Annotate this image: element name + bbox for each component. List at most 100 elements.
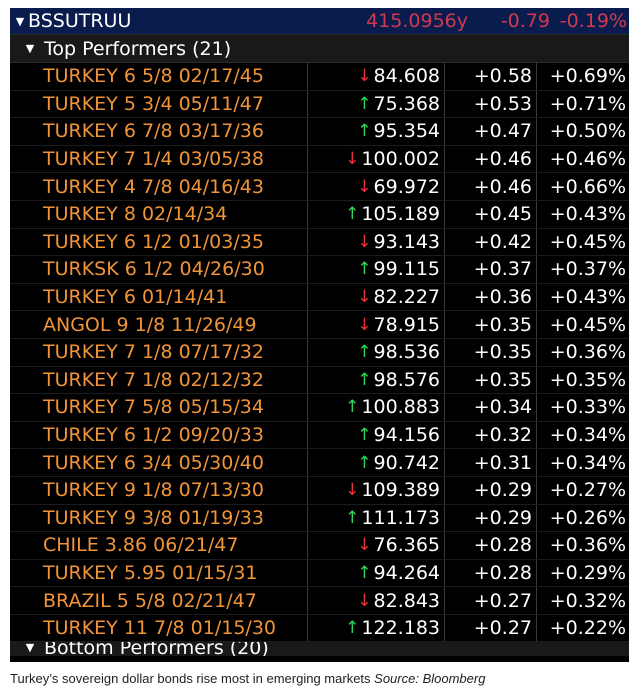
price-value: 78.915 (373, 313, 440, 336)
bond-price: ↑ 100.883 (308, 394, 445, 421)
price-value: 98.576 (373, 368, 440, 391)
bond-pct-change: +0.36% (549, 341, 626, 364)
bond-name: ANGOL 9 1/8 11/26/49 (10, 311, 308, 338)
bond-change: +0.31 (445, 449, 537, 476)
bond-pct-change: +0.27% (549, 479, 626, 502)
arrow-up-icon: ↑ (357, 93, 372, 114)
top-performers-group-header[interactable]: ▼ Top Performers (21) (10, 35, 629, 63)
bond-pct-change: +0.37% (549, 258, 626, 281)
arrow-down-icon: ↓ (357, 287, 372, 308)
table-row[interactable]: TURKEY 6 1/2 09/20/33 ↑ 94.156 +0.32 +0.34% (10, 421, 629, 450)
table-row[interactable]: TURKEY 7 5/8 05/15/34 ↑ 100.883 +0.34 +0.33% (10, 394, 629, 422)
price-value: 98.536 (373, 341, 440, 364)
bond-pct-change: +0.66% (549, 175, 626, 198)
bond-name: TURKEY 7 1/4 03/05/38 (10, 145, 308, 173)
bond-change: +0.36 (445, 283, 537, 311)
bond-pct-change: +0.71% (549, 92, 626, 115)
table-row[interactable]: TURKSK 6 1/2 04/26/30 ↑ 99.115 +0.37 +0.37% (10, 256, 629, 284)
bottom-performers-group-header[interactable]: ▼ Bottom Performers (20) (10, 642, 629, 657)
bond-change: +0.58 (445, 63, 537, 90)
bond-name: TURKEY 5 3/4 05/11/47 (10, 90, 308, 118)
bond-pct-change: +0.69% (549, 65, 626, 88)
price-value: 76.365 (373, 534, 440, 557)
bond-change: +0.32 (445, 421, 537, 449)
bond-name: TURKEY 5.95 01/15/31 (10, 559, 308, 587)
arrow-down-icon: ↓ (357, 66, 372, 87)
price-value: 100.883 (361, 396, 440, 419)
table-row[interactable]: TURKEY 8 02/14/34 ↑ 105.189 +0.45 +0.43% (10, 200, 629, 229)
bond-pct-change: +0.22% (549, 617, 626, 640)
table-row[interactable]: TURKEY 6 3/4 05/30/40 ↑ 90.742 +0.31 +0.34% (10, 449, 629, 477)
arrow-up-icon: ↑ (345, 204, 360, 225)
arrow-down-icon: ↓ (345, 480, 360, 501)
bond-change: +0.27 (445, 614, 537, 642)
table-row[interactable]: TURKEY 9 1/8 07/13/30 ↓ 109.389 +0.29 +0.27% (10, 476, 629, 505)
bond-change: +0.46 (445, 173, 537, 200)
arrow-up-icon: ↑ (345, 507, 360, 528)
bond-monitor-panel: ▼ BSSUTRUU 415.0956y -0.79 -0.19% ▼ Top … (10, 8, 629, 662)
bond-price: ↑ 111.173 (308, 504, 445, 532)
price-value: 111.173 (361, 506, 440, 529)
bond-pct-change: +0.50% (549, 120, 626, 143)
bond-name: TURKEY 7 1/8 02/12/32 (10, 366, 308, 394)
price-value: 109.389 (361, 479, 440, 502)
table-row[interactable]: TURKEY 7 1/8 07/17/32 ↑ 98.536 +0.35 +0.36% (10, 338, 629, 367)
bond-name: TURKEY 6 1/2 01/03/35 (10, 228, 308, 256)
table-row[interactable]: TURKEY 7 1/8 02/12/32 ↑ 98.576 +0.35 +0.35% (10, 366, 629, 395)
bond-name: TURKEY 11 7/8 01/15/30 (10, 614, 308, 642)
bond-name: TURKSK 6 1/2 04/26/30 (10, 256, 308, 283)
bond-change: +0.35 (445, 366, 537, 394)
price-value: 105.189 (361, 203, 440, 226)
bond-price: ↓ 100.002 (308, 145, 445, 173)
table-row[interactable]: TURKEY 7 1/4 03/05/38 ↓ 100.002 +0.46 +0.46% (10, 145, 629, 174)
price-value: 95.354 (373, 120, 440, 143)
table-row[interactable]: TURKEY 9 3/8 01/19/33 ↑ 111.173 +0.29 +0.26% (10, 504, 629, 533)
table-row[interactable]: TURKEY 6 1/2 01/03/35 ↓ 93.143 +0.42 +0.45% (10, 228, 629, 257)
triangle-down-icon[interactable]: ▼ (25, 42, 35, 55)
table-row[interactable]: TURKEY 6 01/14/41 ↓ 82.227 +0.36 +0.43% (10, 283, 629, 312)
bond-name: CHILE 3.86 06/21/47 (10, 532, 308, 559)
table-row[interactable]: BRAZIL 5 5/8 02/21/47 ↓ 82.843 +0.27 +0.32% (10, 587, 629, 615)
arrow-down-icon: ↓ (357, 314, 372, 335)
bond-change: +0.35 (445, 311, 537, 338)
bond-pct-change: +0.34% (549, 424, 626, 447)
table-row[interactable]: TURKEY 5.95 01/15/31 ↑ 94.264 +0.28 +0.29% (10, 559, 629, 588)
bond-price: ↓ 76.365 (308, 532, 445, 559)
arrow-up-icon: ↑ (357, 342, 372, 363)
table-row[interactable]: ANGOL 9 1/8 11/26/49 ↓ 78.915 +0.35 +0.45% (10, 311, 629, 339)
table-row[interactable]: TURKEY 11 7/8 01/15/30 ↑ 122.183 +0.27 +0.22… (10, 614, 629, 643)
bond-change: +0.35 (445, 338, 537, 366)
table-row[interactable]: TURKEY 6 7/8 03/17/36 ↑ 95.354 +0.47 +0.50% (10, 118, 629, 146)
bond-name: TURKEY 6 7/8 03/17/36 (10, 118, 308, 145)
group-label: Bottom Performers (20) (44, 642, 269, 657)
bond-price: ↑ 122.183 (308, 614, 445, 642)
table-row[interactable]: TURKEY 5 3/4 05/11/47 ↑ 75.368 +0.53 +0.71% (10, 90, 629, 119)
bond-price: ↑ 90.742 (308, 449, 445, 476)
triangle-down-icon[interactable]: ▼ (25, 642, 35, 655)
triangle-down-icon[interactable]: ▼ (15, 14, 25, 28)
price-value: 93.143 (373, 230, 440, 253)
arrow-up-icon: ↑ (357, 259, 372, 280)
arrow-up-icon: ↑ (357, 121, 372, 142)
table-row[interactable]: TURKEY 6 5/8 02/17/45 ↓ 84.608 +0.58 +0.69% (10, 63, 629, 91)
group-label: Top Performers (21) (44, 37, 232, 60)
table-row[interactable]: TURKEY 4 7/8 04/16/43 ↓ 69.972 +0.46 +0.66% (10, 173, 629, 201)
price-value: 75.368 (373, 92, 440, 115)
bond-price: ↑ 105.189 (308, 200, 445, 228)
price-value: 94.264 (373, 561, 440, 584)
bond-price: ↓ 109.389 (308, 476, 445, 504)
bond-change: +0.42 (445, 228, 537, 256)
figure-caption: Turkey’s sovereign dollar bonds rise mos… (10, 671, 485, 686)
index-header-row[interactable]: ▼ BSSUTRUU 415.0956y -0.79 -0.19% (10, 8, 629, 35)
bond-list: TURKEY 6 5/8 02/17/45 ↓ 84.608 +0.58 +0.69% T… (10, 63, 629, 643)
price-value: 69.972 (373, 175, 440, 198)
bond-name: TURKEY 9 1/8 07/13/30 (10, 476, 308, 504)
bond-price: ↑ 99.115 (308, 256, 445, 283)
bond-name: BRAZIL 5 5/8 02/21/47 (10, 587, 308, 614)
bond-change: +0.45 (445, 200, 537, 228)
bond-change: +0.34 (445, 394, 537, 421)
arrow-down-icon: ↓ (357, 231, 372, 252)
index-change: -0.79 (500, 10, 550, 32)
bond-change: +0.29 (445, 504, 537, 532)
table-row[interactable]: CHILE 3.86 06/21/47 ↓ 76.365 +0.28 +0.36% (10, 532, 629, 560)
